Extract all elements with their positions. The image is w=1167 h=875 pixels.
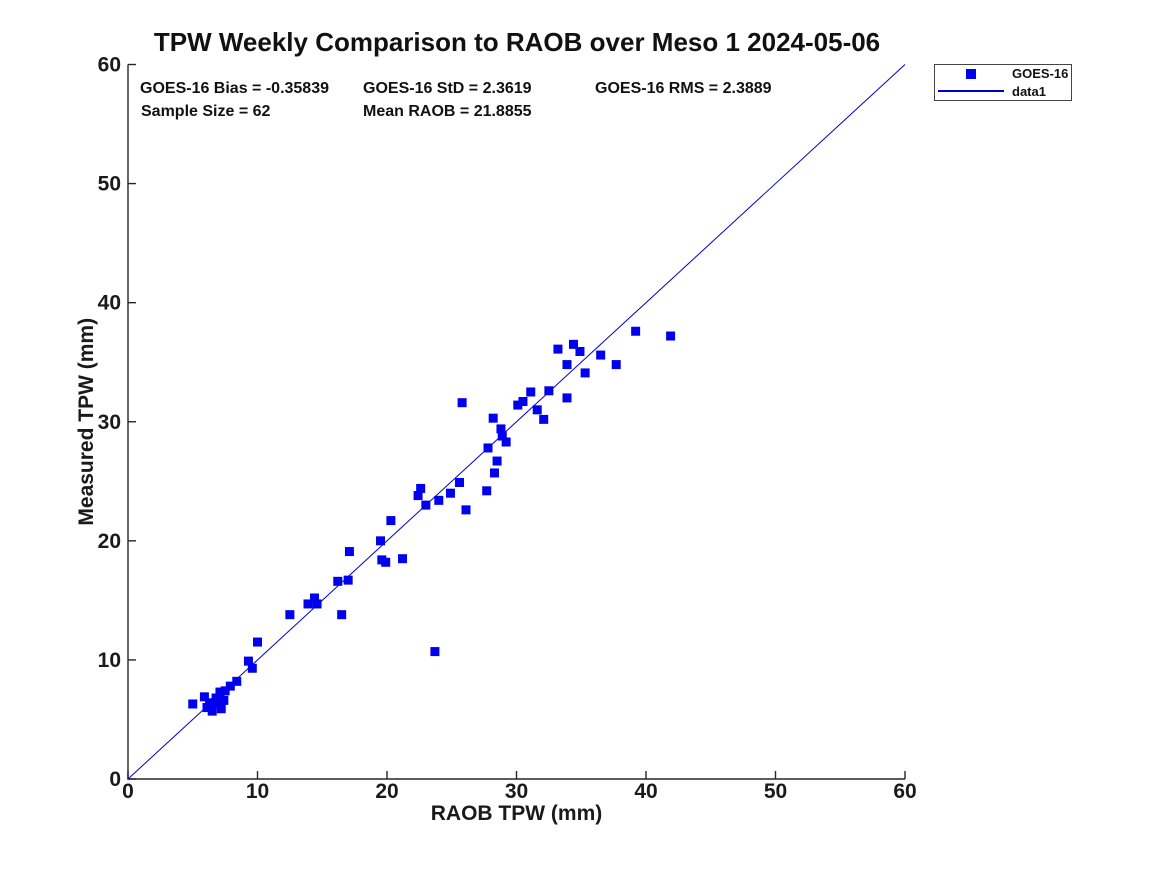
scatter-point [344,547,354,557]
stat-std: GOES-16 StD = 2.3619 [363,80,532,97]
scatter-point [333,576,343,586]
legend-label: GOES-16 [1012,66,1069,82]
scatter-point [211,693,221,703]
scatter-point [611,360,621,370]
scatter-point [243,656,253,666]
scatter-point [216,704,226,714]
scatter-point [568,339,578,349]
x-tick-label: 10 [246,780,269,803]
scatter-point [434,495,444,505]
x-axis-label: RAOB TPW (mm) [431,802,603,825]
y-axis-label: Measured TPW (mm) [75,318,98,526]
scatter-point [457,398,467,408]
stat-rms: GOES-16 RMS = 2.3889 [595,80,772,97]
scatter-point [381,557,391,567]
scatter-point [455,477,465,487]
y-tick-label: 10 [98,649,121,672]
y-tick-label: 60 [98,54,121,77]
scatter-point [580,368,590,378]
scatter-point [518,397,528,407]
x-tick-label: 0 [122,780,134,803]
stat-mean-raob: Mean RAOB = 21.8855 [363,103,532,120]
x-tick-label: 60 [893,780,916,803]
legend-line-icon [938,90,1004,93]
stat-bias: GOES-16 Bias = -0.35839 [140,80,329,97]
legend-label: data1 [1012,83,1046,99]
scatter-point [312,599,322,609]
scatter-point [220,686,230,696]
x-tick-label: 30 [505,780,528,803]
scatter-point [562,393,572,403]
legend-box: GOES-16 data1 [934,64,1072,101]
x-tick-label: 40 [634,780,657,803]
scatter-point [413,491,423,501]
scatter-point [386,516,396,526]
scatter-point [631,326,641,336]
scatter-point [483,443,493,453]
legend-item-data1: data1 [935,83,1071,100]
scatter-point [461,505,471,515]
legend-item-goes16: GOES-16 [935,65,1071,82]
identity-line [127,64,906,780]
y-tick-label: 0 [109,768,121,791]
scatter-point [376,536,386,546]
scatter-point [596,350,606,360]
scatter-point [225,681,235,691]
scatter-point [253,637,262,647]
scatter-point [285,610,295,620]
scatter-point [562,360,572,370]
scatter-point [398,554,408,564]
scatter-point [199,692,209,702]
scatter-point [215,687,225,697]
y-tick-label: 40 [98,292,121,315]
scatter-point [303,599,313,609]
x-tick-label: 50 [764,780,787,803]
scatter-point [496,424,506,434]
scatter-point [575,346,585,356]
scatter-point [309,593,319,603]
scatter-point [202,703,212,713]
scatter-point [205,698,215,708]
y-tick-label: 20 [98,530,121,553]
scatter-point [488,413,498,423]
scatter-point [212,699,222,709]
scatter-point [553,344,563,354]
scatter-point [666,331,676,341]
scatter-point [513,400,523,410]
scatter-point [539,414,549,424]
x-tick-label: 20 [375,780,398,803]
scatter-point [492,456,502,466]
scatter-point [343,575,353,585]
chart-title: TPW Weekly Comparison to RAOB over Meso … [153,27,881,57]
scatter-point [430,647,440,657]
scatter-point [219,695,229,705]
scatter-point [501,437,511,447]
scatter-point [497,431,507,441]
scatter-point [544,386,554,396]
scatter-point [489,468,499,478]
legend-square-marker-icon [966,68,976,79]
scatter-point [445,488,455,498]
scatter-point [188,699,198,709]
scatter-point [482,486,492,496]
scatter-point [232,676,242,686]
scatter-point [416,483,426,493]
scatter-point [337,610,347,620]
scatter-point [207,706,217,716]
y-tick-label: 30 [98,411,121,434]
y-tick-label: 50 [98,173,121,196]
scatter-point [247,663,257,673]
scatter-point [526,387,536,397]
scatter-point [532,405,542,415]
scatter-point [421,500,431,510]
stat-sample-size: Sample Size = 62 [141,103,271,120]
